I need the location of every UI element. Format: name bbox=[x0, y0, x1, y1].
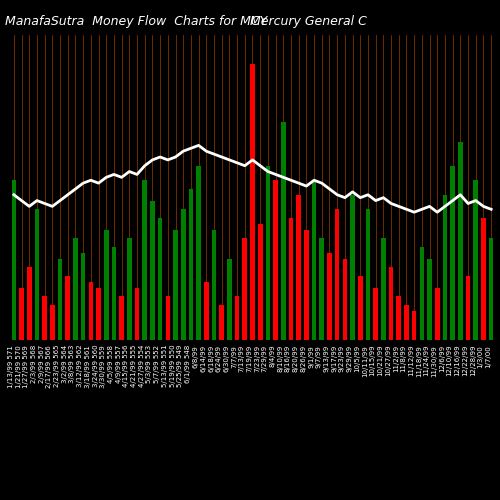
Bar bbox=[381, 238, 386, 340]
Bar bbox=[150, 200, 154, 340]
Bar bbox=[188, 189, 193, 340]
Bar bbox=[120, 296, 124, 340]
Bar bbox=[81, 253, 86, 340]
Bar bbox=[134, 288, 140, 340]
Bar bbox=[489, 238, 494, 340]
Bar bbox=[166, 296, 170, 340]
Bar bbox=[220, 305, 224, 340]
Bar bbox=[474, 180, 478, 340]
Bar bbox=[450, 166, 455, 340]
Bar bbox=[12, 180, 16, 340]
Text: Mercury General C: Mercury General C bbox=[250, 15, 367, 28]
Bar bbox=[27, 268, 32, 340]
Bar bbox=[50, 305, 54, 340]
Bar bbox=[212, 230, 216, 340]
Bar bbox=[204, 282, 208, 340]
Bar bbox=[235, 296, 240, 340]
Bar bbox=[66, 276, 70, 340]
Bar bbox=[442, 195, 448, 340]
Bar bbox=[366, 210, 370, 340]
Bar bbox=[112, 247, 116, 340]
Bar bbox=[335, 210, 340, 340]
Bar bbox=[389, 268, 394, 340]
Bar bbox=[312, 180, 316, 340]
Bar bbox=[428, 258, 432, 340]
Bar bbox=[458, 142, 462, 340]
Bar bbox=[466, 276, 470, 340]
Bar bbox=[242, 238, 247, 340]
Bar bbox=[181, 210, 186, 340]
Bar bbox=[250, 64, 255, 340]
Bar bbox=[96, 288, 101, 340]
Bar bbox=[358, 276, 362, 340]
Bar bbox=[404, 305, 409, 340]
Bar bbox=[227, 258, 232, 340]
Bar bbox=[481, 218, 486, 340]
Text: ManafaSutra  Money Flow  Charts for MCY: ManafaSutra Money Flow Charts for MCY bbox=[5, 15, 267, 28]
Bar bbox=[127, 238, 132, 340]
Bar bbox=[274, 180, 278, 340]
Bar bbox=[342, 258, 347, 340]
Bar bbox=[304, 230, 308, 340]
Bar bbox=[104, 230, 108, 340]
Bar bbox=[158, 218, 162, 340]
Bar bbox=[58, 258, 62, 340]
Bar bbox=[327, 253, 332, 340]
Bar bbox=[34, 210, 40, 340]
Bar bbox=[320, 238, 324, 340]
Bar bbox=[420, 247, 424, 340]
Bar bbox=[19, 288, 24, 340]
Bar bbox=[88, 282, 93, 340]
Bar bbox=[435, 288, 440, 340]
Bar bbox=[266, 166, 270, 340]
Bar bbox=[196, 166, 201, 340]
Bar bbox=[396, 296, 401, 340]
Bar bbox=[258, 224, 262, 340]
Bar bbox=[281, 122, 285, 340]
Bar bbox=[350, 195, 355, 340]
Bar bbox=[42, 296, 47, 340]
Bar bbox=[142, 180, 147, 340]
Bar bbox=[374, 288, 378, 340]
Bar bbox=[412, 311, 416, 340]
Bar bbox=[173, 230, 178, 340]
Bar bbox=[73, 238, 78, 340]
Bar bbox=[288, 218, 294, 340]
Bar bbox=[296, 195, 301, 340]
